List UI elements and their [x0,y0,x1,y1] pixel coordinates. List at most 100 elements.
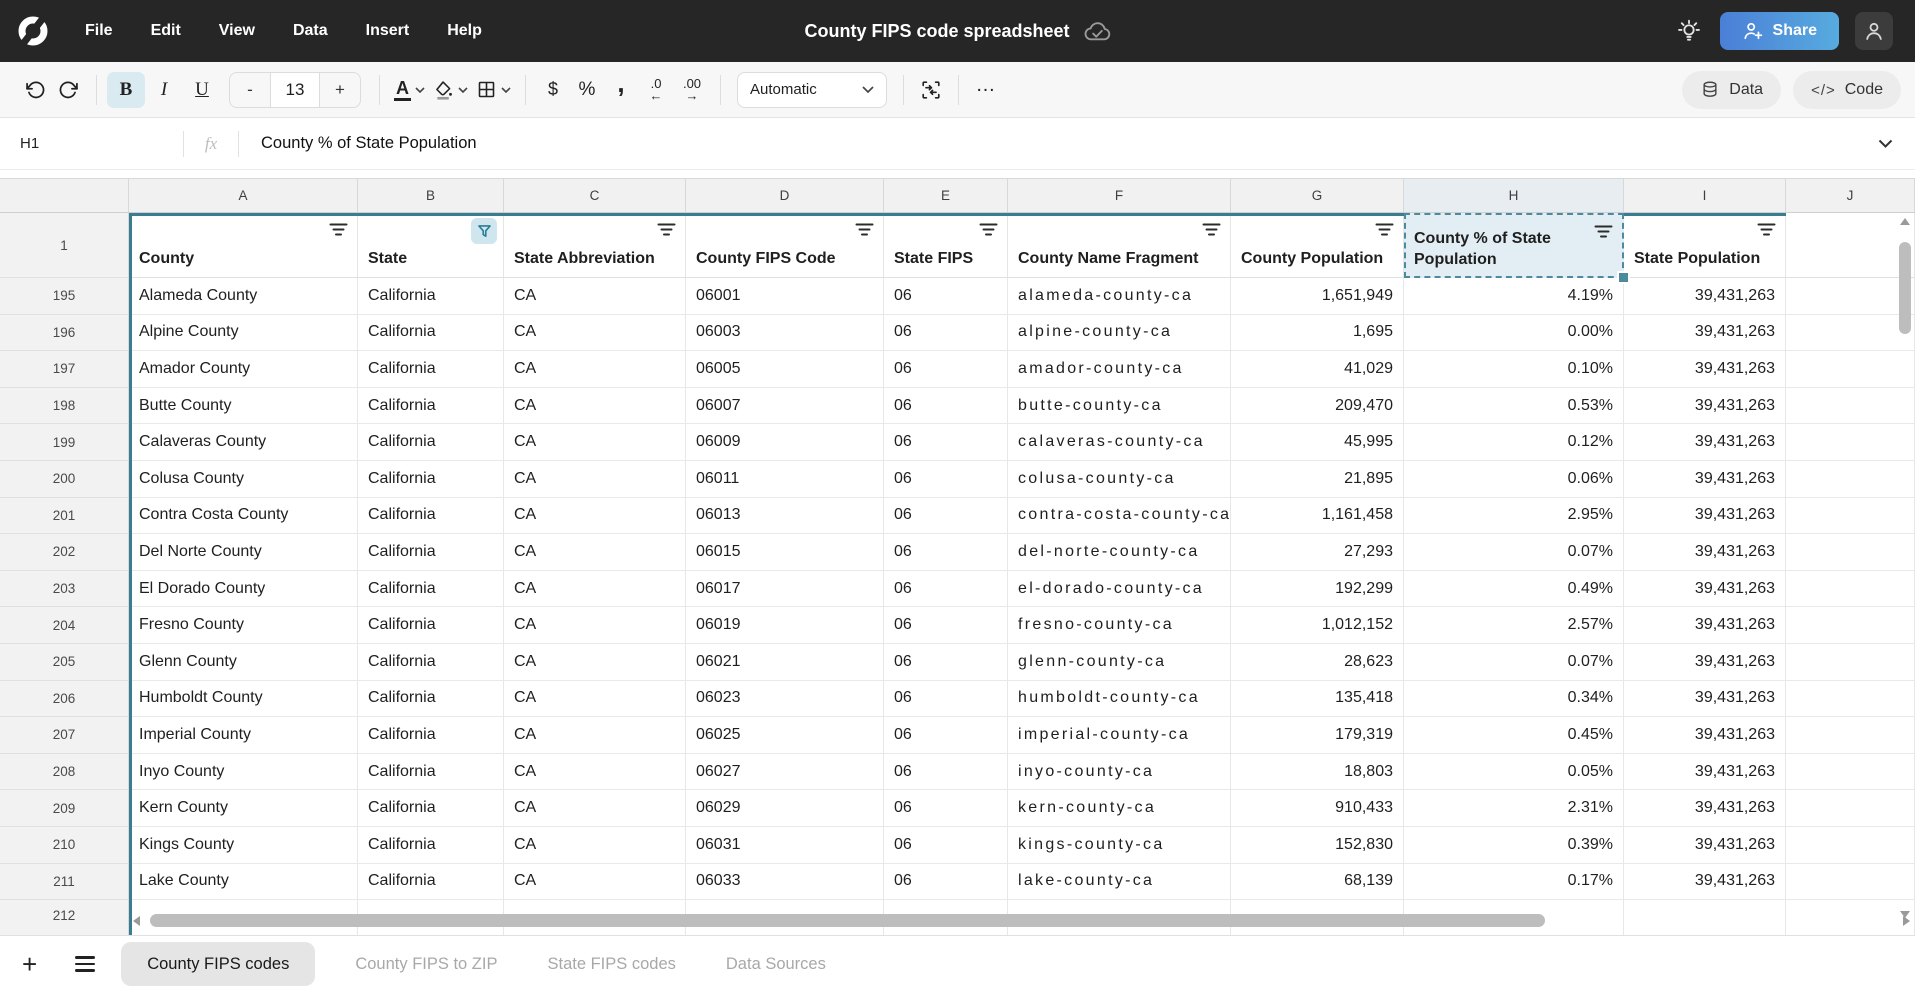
row-number-205[interactable]: 205 [0,643,129,681]
filter-lines-icon[interactable] [855,222,874,237]
cell-A208[interactable]: Inyo County [129,753,358,791]
cell-F201[interactable]: contra-costa-county-ca [1008,497,1231,535]
header-cell-E[interactable]: State FIPS [884,213,1008,278]
comma-format-button[interactable]: , [617,68,625,98]
cell-C200[interactable]: CA [504,460,686,498]
app-logo-icon[interactable] [16,14,50,48]
text-color-button[interactable]: A [390,72,429,108]
undo-button[interactable] [18,72,52,108]
formula-input[interactable]: County % of State Population [261,134,477,152]
cell-C207[interactable]: CA [504,717,686,754]
column-header-D[interactable]: D [686,178,884,213]
cell-H207[interactable]: 0.45% [1404,717,1624,754]
scroll-left-arrow[interactable] [133,916,140,926]
cell-G204[interactable]: 1,012,152 [1231,607,1404,644]
cell-I202[interactable]: 39,431,263 [1624,534,1786,571]
menu-data[interactable]: Data [292,22,328,39]
cell-A210[interactable]: Kings County [129,826,358,864]
add-sheet-button[interactable]: + [22,949,38,979]
cell-G195[interactable]: 1,651,949 [1231,278,1404,315]
column-header-B[interactable]: B [358,178,504,213]
column-header-I[interactable]: I [1624,178,1786,213]
row-number-199[interactable]: 199 [0,424,129,461]
cell-E199[interactable]: 06 [884,424,1008,461]
cell-D206[interactable]: 06023 [686,680,884,718]
more-options-button[interactable]: … [975,74,997,96]
cell-I204[interactable]: 39,431,263 [1624,607,1786,644]
column-header-A[interactable]: A [129,178,358,213]
row-number-208[interactable]: 208 [0,753,129,791]
cell-G202[interactable]: 27,293 [1231,534,1404,571]
cell-H200[interactable]: 0.06% [1404,460,1624,498]
cell-A197[interactable]: Amador County [129,351,358,388]
row-number-207[interactable]: 207 [0,717,129,754]
cell-D211[interactable]: 06033 [686,863,884,901]
empty-cell-J197[interactable] [1786,351,1915,388]
cell-A195[interactable]: Alameda County [129,278,358,315]
header-cell-H[interactable]: County % of State Population [1404,213,1630,284]
borders-button[interactable] [472,72,515,108]
cell-A209[interactable]: Kern County [129,790,358,827]
cell-F202[interactable]: del-norte-county-ca [1008,534,1231,571]
cell-C209[interactable]: CA [504,790,686,827]
cell-C196[interactable]: CA [504,314,686,352]
cell-C204[interactable]: CA [504,607,686,644]
column-header-G[interactable]: G [1231,178,1404,213]
decrease-decimal-button[interactable]: .0 ← [638,72,674,108]
cell-E206[interactable]: 06 [884,680,1008,718]
cell-B207[interactable]: California [358,717,504,754]
cell-H210[interactable]: 0.39% [1404,826,1624,864]
account-avatar[interactable] [1855,12,1893,50]
cell-E200[interactable]: 06 [884,460,1008,498]
cell-B201[interactable]: California [358,497,504,535]
cell-B209[interactable]: California [358,790,504,827]
cell-E203[interactable]: 06 [884,570,1008,608]
cell-A204[interactable]: Fresno County [129,607,358,644]
cell-G208[interactable]: 18,803 [1231,753,1404,791]
empty-cell-J200[interactable] [1786,460,1915,498]
header-cell-F[interactable]: County Name Fragment [1008,213,1231,278]
column-header-C[interactable]: C [504,178,686,213]
ideas-lightbulb-icon[interactable] [1674,16,1704,46]
horizontal-scroll-thumb[interactable] [150,914,1545,927]
code-panel-button[interactable]: </> Code [1793,71,1901,109]
cell-E195[interactable]: 06 [884,278,1008,315]
cell-I198[interactable]: 39,431,263 [1624,387,1786,425]
cell-E210[interactable]: 06 [884,826,1008,864]
cell-I206[interactable]: 39,431,263 [1624,680,1786,718]
row-number-197[interactable]: 197 [0,351,129,388]
cell-D203[interactable]: 06017 [686,570,884,608]
cell-I201[interactable]: 39,431,263 [1624,497,1786,535]
empty-cell-J208[interactable] [1786,753,1915,791]
cell-B203[interactable]: California [358,570,504,608]
cell-F206[interactable]: humboldt-county-ca [1008,680,1231,718]
cell-D201[interactable]: 06013 [686,497,884,535]
cell-C199[interactable]: CA [504,424,686,461]
menu-insert[interactable]: Insert [365,22,410,39]
cell-B198[interactable]: California [358,387,504,425]
cell-D205[interactable]: 06021 [686,643,884,681]
cell-G196[interactable]: 1,695 [1231,314,1404,352]
cell-C211[interactable]: CA [504,863,686,901]
cell-A198[interactable]: Butte County [129,387,358,425]
cell-C195[interactable]: CA [504,278,686,315]
cell-I195[interactable]: 39,431,263 [1624,278,1786,315]
cell-F209[interactable]: kern-county-ca [1008,790,1231,827]
fill-color-button[interactable] [429,72,472,108]
menu-edit[interactable]: Edit [150,22,181,39]
cell-H196[interactable]: 0.00% [1404,314,1624,352]
filter-lines-icon[interactable] [1757,222,1776,237]
row-number-206[interactable]: 206 [0,680,129,718]
filter-lines-icon[interactable] [1202,222,1221,237]
cell-H206[interactable]: 0.34% [1404,680,1624,718]
cell-D200[interactable]: 06011 [686,460,884,498]
scroll-down-arrow[interactable] [1900,911,1910,918]
currency-format-button[interactable]: $ [547,79,558,99]
sheet-list-menu-button[interactable] [75,956,96,972]
cell-C206[interactable]: CA [504,680,686,718]
cell-F207[interactable]: imperial-county-ca [1008,717,1231,754]
cell-D210[interactable]: 06031 [686,826,884,864]
cell-G197[interactable]: 41,029 [1231,351,1404,388]
cell-E207[interactable]: 06 [884,717,1008,754]
underline-button[interactable]: U [195,78,209,100]
